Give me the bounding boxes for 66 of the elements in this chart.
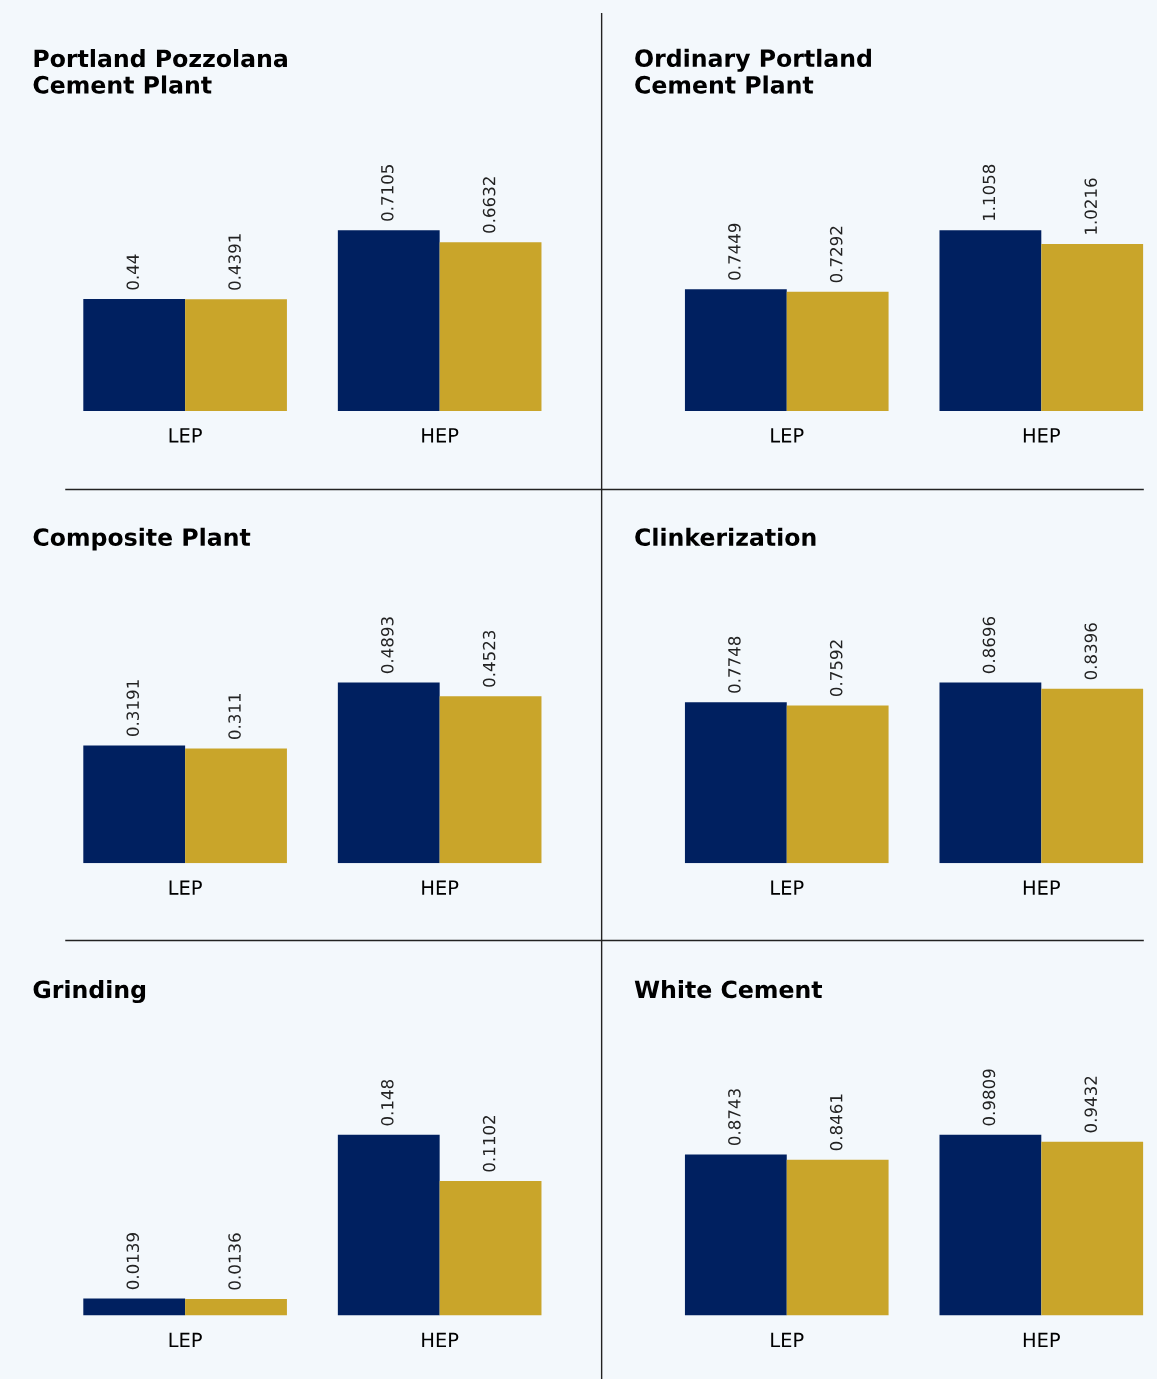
data-label: 0.0139 bbox=[126, 1233, 140, 1290]
data-label: 0.7105 bbox=[380, 165, 394, 221]
data-label: 0.0136 bbox=[228, 1233, 241, 1290]
bar bbox=[1041, 244, 1144, 411]
bar bbox=[684, 1154, 787, 1316]
bar bbox=[337, 230, 440, 411]
data-label: 0.8743 bbox=[728, 1089, 741, 1146]
chart-title: Portland Pozzolana Cement Plant bbox=[33, 49, 287, 94]
x-tick-label: LEP bbox=[771, 880, 804, 895]
bar bbox=[684, 702, 787, 864]
bar bbox=[439, 1181, 542, 1316]
data-label: 0.8461 bbox=[829, 1094, 843, 1151]
data-label: 0.4391 bbox=[228, 234, 241, 290]
bar bbox=[439, 242, 542, 411]
data-label: 1.0216 bbox=[1084, 178, 1098, 234]
x-tick-label: HEP bbox=[422, 428, 459, 443]
chart-title: Clinkerization bbox=[635, 527, 816, 547]
bar bbox=[83, 745, 186, 864]
bar bbox=[83, 1298, 186, 1316]
x-tick-label: LEP bbox=[169, 1332, 202, 1348]
x-tick-label: HEP bbox=[422, 1332, 459, 1348]
data-label: 0.8396 bbox=[1084, 623, 1098, 680]
bar bbox=[939, 682, 1042, 864]
data-label: 0.1102 bbox=[482, 1116, 496, 1172]
bar bbox=[1041, 1141, 1144, 1316]
bar bbox=[185, 1298, 287, 1316]
bar bbox=[786, 705, 889, 864]
chart-title: Composite Plant bbox=[33, 527, 251, 551]
bar bbox=[337, 682, 440, 864]
bar bbox=[1041, 688, 1144, 864]
data-label: 0.3191 bbox=[126, 680, 140, 736]
x-tick-label: LEP bbox=[771, 1332, 804, 1348]
data-label: 0.7292 bbox=[829, 226, 843, 283]
data-label: 0.9809 bbox=[982, 1069, 996, 1126]
x-tick-label: HEP bbox=[422, 880, 459, 895]
bar bbox=[939, 230, 1042, 411]
data-label: 0.4523 bbox=[482, 630, 496, 687]
chart-title: Ordinary Portland Cement Plant bbox=[635, 48, 871, 94]
data-label: 0.4893 bbox=[380, 617, 394, 674]
data-label: 1.1058 bbox=[982, 164, 996, 221]
bar bbox=[786, 291, 889, 411]
data-label: 0.7748 bbox=[728, 636, 741, 693]
bar bbox=[185, 748, 287, 864]
chart-title: Grinding bbox=[33, 980, 146, 1004]
bar bbox=[337, 1134, 440, 1316]
data-label: 0.8696 bbox=[982, 616, 996, 674]
data-label: 0.7592 bbox=[829, 640, 843, 697]
bar bbox=[439, 696, 542, 864]
x-tick-label: LEP bbox=[169, 428, 202, 443]
x-tick-label: HEP bbox=[1023, 880, 1060, 895]
x-tick-label: HEP bbox=[1023, 1332, 1060, 1348]
bar bbox=[185, 299, 287, 411]
bar bbox=[939, 1134, 1042, 1316]
x-tick-label: HEP bbox=[1023, 428, 1060, 443]
chart-title: White Cement bbox=[634, 980, 823, 999]
bar bbox=[684, 289, 787, 411]
data-label: 0.9432 bbox=[1084, 1076, 1098, 1133]
x-tick-label: LEP bbox=[169, 880, 202, 895]
bar bbox=[83, 299, 186, 411]
data-label: 0.311 bbox=[228, 693, 241, 739]
data-label: 0.148 bbox=[380, 1079, 394, 1126]
bar bbox=[786, 1159, 889, 1316]
data-label: 0.7449 bbox=[728, 223, 741, 280]
x-tick-label: LEP bbox=[771, 428, 804, 443]
data-label: 0.44 bbox=[126, 254, 140, 290]
data-label: 0.6632 bbox=[482, 177, 496, 233]
